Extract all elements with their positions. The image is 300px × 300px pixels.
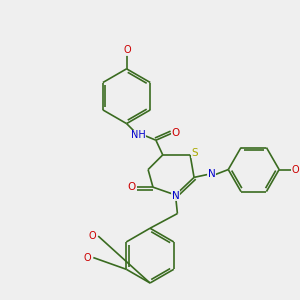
Text: S: S bbox=[192, 148, 198, 158]
Text: O: O bbox=[124, 45, 131, 55]
Text: O: O bbox=[88, 231, 96, 241]
Text: O: O bbox=[127, 182, 136, 192]
Text: N: N bbox=[208, 169, 215, 179]
Text: NH: NH bbox=[131, 130, 146, 140]
Text: O: O bbox=[292, 165, 300, 175]
Text: N: N bbox=[172, 191, 179, 201]
Text: O: O bbox=[84, 253, 91, 262]
Text: O: O bbox=[171, 128, 180, 138]
